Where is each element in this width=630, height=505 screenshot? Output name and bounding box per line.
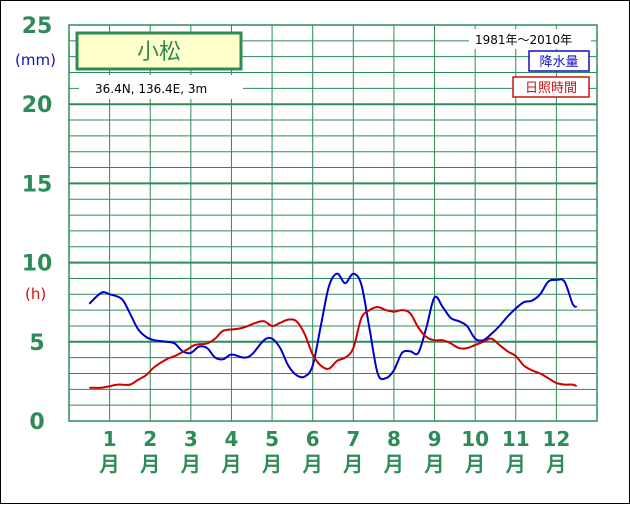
month-label: 4	[225, 427, 239, 451]
month-suffix: 月	[505, 452, 526, 476]
legend-sunshine-box	[512, 76, 590, 98]
location-box	[79, 75, 243, 99]
month-label: 2	[143, 427, 157, 451]
month-label: 10	[461, 427, 489, 451]
month-label: 11	[502, 427, 530, 451]
month-suffix: 月	[545, 452, 566, 476]
y-tick-label: 10	[22, 252, 53, 277]
month-suffix: 月	[139, 452, 160, 476]
y-tick-label: 20	[22, 93, 53, 118]
y-tick-label: 25	[22, 14, 53, 39]
precip-unit-label: (mm)	[15, 51, 56, 69]
month-label: 7	[346, 427, 360, 451]
month-suffix: 月	[99, 452, 120, 476]
sunshine-line	[89, 305, 578, 389]
month-suffix: 月	[180, 452, 201, 476]
month-label: 8	[387, 427, 401, 451]
precip-line	[88, 272, 578, 381]
y-tick-label: 15	[22, 172, 53, 197]
month-suffix: 月	[302, 452, 323, 476]
month-suffix: 月	[261, 452, 282, 476]
month-label: 1	[103, 427, 117, 451]
month-label: 6	[306, 427, 320, 451]
month-label: 3	[184, 427, 198, 451]
y-tick-labels: 0 5 10 15 20 25	[22, 14, 53, 435]
period-box	[469, 29, 591, 49]
y-tick-label: 5	[29, 331, 44, 356]
period-label: 1981年〜2010年	[475, 33, 572, 47]
title-box	[75, 31, 243, 71]
month-suffix: 月	[464, 452, 485, 476]
legend-precip-box	[528, 50, 590, 72]
month-label: 9	[428, 427, 442, 451]
sunshine-unit-label: (h)	[25, 285, 46, 303]
legend-precip-label: 降水量	[539, 55, 578, 70]
series-layer	[88, 272, 578, 389]
month-suffix: 月	[342, 452, 363, 476]
month-suffix: 月	[220, 452, 241, 476]
y-tick-label: 0	[29, 410, 44, 435]
month-suffix: 月	[383, 452, 404, 476]
location-label: 36.4N, 136.4E, 3m	[95, 82, 207, 96]
chart-title: 小松	[137, 40, 181, 65]
legend-sunshine-label: 日照時間	[525, 81, 577, 96]
month-label: 12	[542, 427, 570, 451]
month-label: 5	[265, 427, 279, 451]
month-suffix: 月	[424, 452, 445, 476]
